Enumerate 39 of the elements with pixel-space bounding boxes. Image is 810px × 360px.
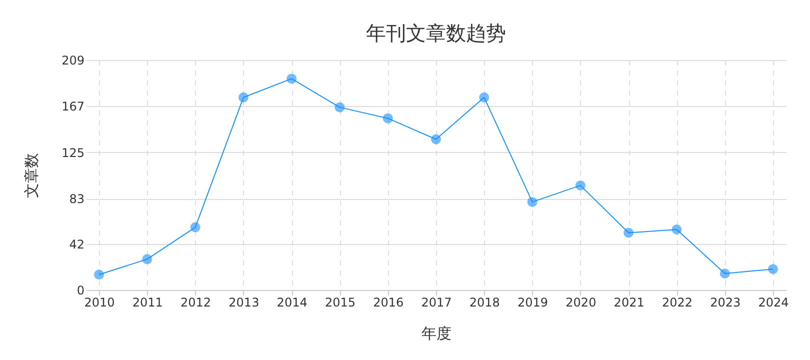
- point: [672, 224, 682, 234]
- chart-title: 年刊文章数趋势: [366, 21, 506, 45]
- point: [720, 268, 730, 278]
- point: [624, 228, 634, 238]
- point: [575, 180, 586, 190]
- x-tick-label: 2012: [180, 296, 212, 310]
- x-tick-label: 2011: [132, 296, 163, 310]
- x-tick-label: 2014: [276, 296, 308, 310]
- point: [334, 102, 345, 112]
- y-tick-label: 209: [62, 54, 84, 68]
- y-tick-label: 83: [69, 192, 84, 206]
- y-axis-title: 文章数: [22, 153, 41, 198]
- y-tick-label: 0: [76, 284, 84, 298]
- point: [94, 270, 104, 280]
- x-tick-label: 2024: [758, 296, 789, 310]
- x-tick-label: 2015: [324, 296, 356, 310]
- point: [431, 134, 441, 144]
- x-tick-label: 2018: [469, 296, 500, 310]
- x-axis-title: 年度: [422, 324, 452, 342]
- x-tick-label: 2016: [373, 296, 404, 310]
- point: [190, 222, 200, 232]
- x-tick-label: 2021: [614, 296, 644, 310]
- point: [382, 113, 393, 124]
- point: [238, 92, 248, 102]
- x-tick-label: 2022: [662, 296, 692, 310]
- y-tick-label: 42: [69, 237, 84, 252]
- x-tick-label: 2020: [566, 296, 596, 310]
- point: [142, 254, 152, 264]
- point: [768, 264, 778, 274]
- x-tick-label: 2017: [421, 296, 452, 310]
- y-tick-label: 125: [62, 146, 84, 160]
- point: [527, 196, 538, 207]
- point: [286, 74, 297, 84]
- x-tick-label: 2010: [84, 296, 115, 310]
- x-tick-label: 2019: [518, 296, 548, 310]
- x-tick-label: 2013: [228, 296, 260, 310]
- x-tick-label: 2023: [710, 296, 741, 310]
- y-tick-label: 167: [62, 100, 84, 114]
- point: [479, 92, 490, 102]
